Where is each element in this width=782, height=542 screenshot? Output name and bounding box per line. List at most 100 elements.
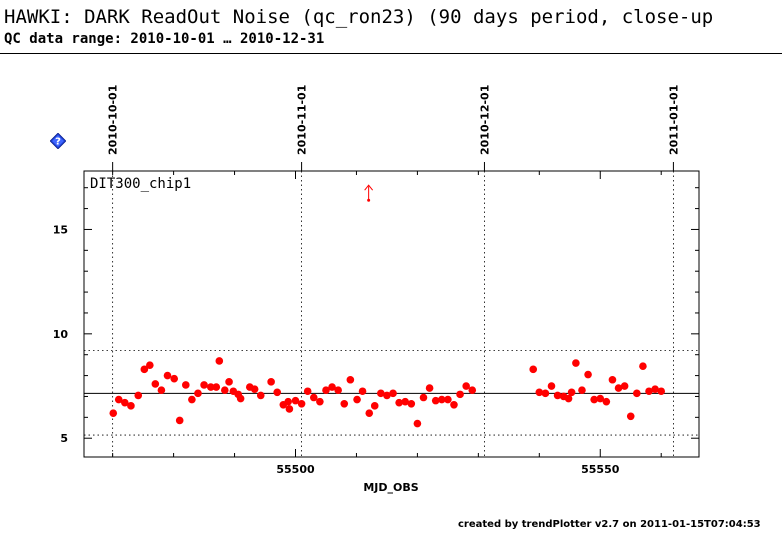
data-point: [657, 387, 666, 396]
data-point: [273, 388, 282, 397]
data-point: [535, 388, 544, 397]
data-point: [212, 383, 221, 391]
data-point: [578, 386, 586, 394]
page-title: HAWKI: DARK ReadOut Noise (qc_ron23) (90…: [4, 6, 714, 28]
data-point: [316, 397, 324, 406]
date-marker-label: 2010-12-01: [478, 85, 491, 155]
x-tick-label: 55550: [581, 463, 620, 476]
data-point: [328, 383, 336, 391]
data-point: [140, 365, 149, 374]
data-point: [215, 357, 224, 365]
data-point: [425, 384, 434, 392]
data-point: [462, 382, 470, 390]
data-point: [340, 399, 349, 408]
data-point: [437, 395, 446, 404]
plot-frame: [83, 170, 700, 458]
data-point: [250, 385, 259, 393]
data-point: [413, 419, 422, 428]
data-point: [236, 394, 245, 403]
y-axis: 5 10 15: [53, 187, 699, 445]
data-point: [590, 395, 598, 404]
data-point: [365, 409, 374, 417]
data-point: [377, 389, 385, 398]
panel-label: DIT300_chip1: [90, 176, 191, 192]
data-point: [639, 362, 647, 370]
data-point: [567, 388, 576, 397]
data-point: [353, 395, 361, 404]
footer-credit: created by trendPlotter v2.7 on 2011-01-…: [458, 519, 761, 530]
data-point: [553, 391, 562, 400]
data-point: [157, 386, 166, 394]
date-marker-label: 2010-11-01: [296, 85, 309, 155]
sigma-lines: [84, 350, 699, 436]
data-point: [200, 381, 208, 389]
qc-data-range: QC data range: 2010-10-01 … 2010-12-31: [4, 31, 325, 47]
x-tick-label: 55500: [276, 463, 315, 476]
data-point: [109, 409, 118, 417]
x-axis-label: MJD_OBS: [363, 481, 418, 494]
data-point: [602, 397, 611, 406]
data-point: [370, 402, 379, 410]
data-point: [626, 412, 635, 421]
date-marker-label: 2011-01-01: [667, 85, 680, 155]
date-marker-labels: 2010-10-01 2010-11-01 2010-12-01 2011-01-01: [107, 85, 681, 155]
data-point: [146, 361, 154, 369]
data-point: [450, 401, 458, 409]
data-point: [346, 375, 355, 384]
data-point: [220, 386, 229, 394]
off-scale-markers: [364, 184, 374, 202]
data-point: [114, 395, 123, 404]
data-points: [109, 357, 666, 428]
y-tick-label: 15: [53, 223, 68, 236]
data-point: [383, 391, 391, 400]
data-point: [121, 398, 129, 407]
data-point: [401, 397, 410, 406]
data-point: [206, 383, 215, 391]
data-point: [285, 405, 294, 413]
data-point: [407, 399, 416, 408]
data-point: [284, 397, 292, 406]
date-marker-label: 2010-10-01: [107, 85, 120, 155]
data-point: [188, 395, 196, 404]
off-scale-arrow-head: [364, 184, 374, 191]
data-point: [614, 384, 623, 392]
data-point: [127, 402, 135, 410]
data-point: [163, 371, 172, 380]
data-point: [564, 394, 573, 403]
data-point: [444, 395, 452, 404]
data-point: [596, 394, 605, 403]
data-point: [419, 393, 428, 402]
data-point: [303, 387, 312, 396]
data-point: [151, 380, 160, 388]
data-point: [651, 385, 659, 393]
data-point: [225, 378, 233, 386]
data-point: [456, 390, 464, 399]
svg-text:?: ?: [55, 137, 61, 148]
data-point: [529, 365, 538, 374]
x-axis: 55500 55550: [112, 171, 662, 476]
data-point: [645, 387, 653, 396]
data-point: [291, 396, 300, 405]
date-marker-lines: [112, 162, 674, 457]
header-divider: [0, 53, 782, 54]
data-point: [309, 393, 318, 402]
data-point: [267, 378, 275, 386]
help-diamond-icon[interactable]: ?: [50, 133, 66, 149]
data-point: [633, 389, 641, 398]
data-point: [389, 389, 397, 398]
data-point: [547, 382, 556, 390]
y-tick-label: 10: [53, 328, 69, 341]
data-point: [322, 386, 330, 394]
data-point: [256, 391, 265, 400]
data-point: [608, 375, 617, 384]
data-point: [358, 387, 367, 396]
data-point: [170, 374, 179, 383]
data-point: [175, 416, 184, 425]
data-point: [572, 359, 580, 367]
data-point: [431, 396, 440, 405]
data-point: [181, 381, 190, 389]
data-point: [620, 382, 629, 390]
data-point: [584, 370, 592, 379]
data-point: [297, 399, 306, 408]
data-point: [541, 389, 550, 398]
